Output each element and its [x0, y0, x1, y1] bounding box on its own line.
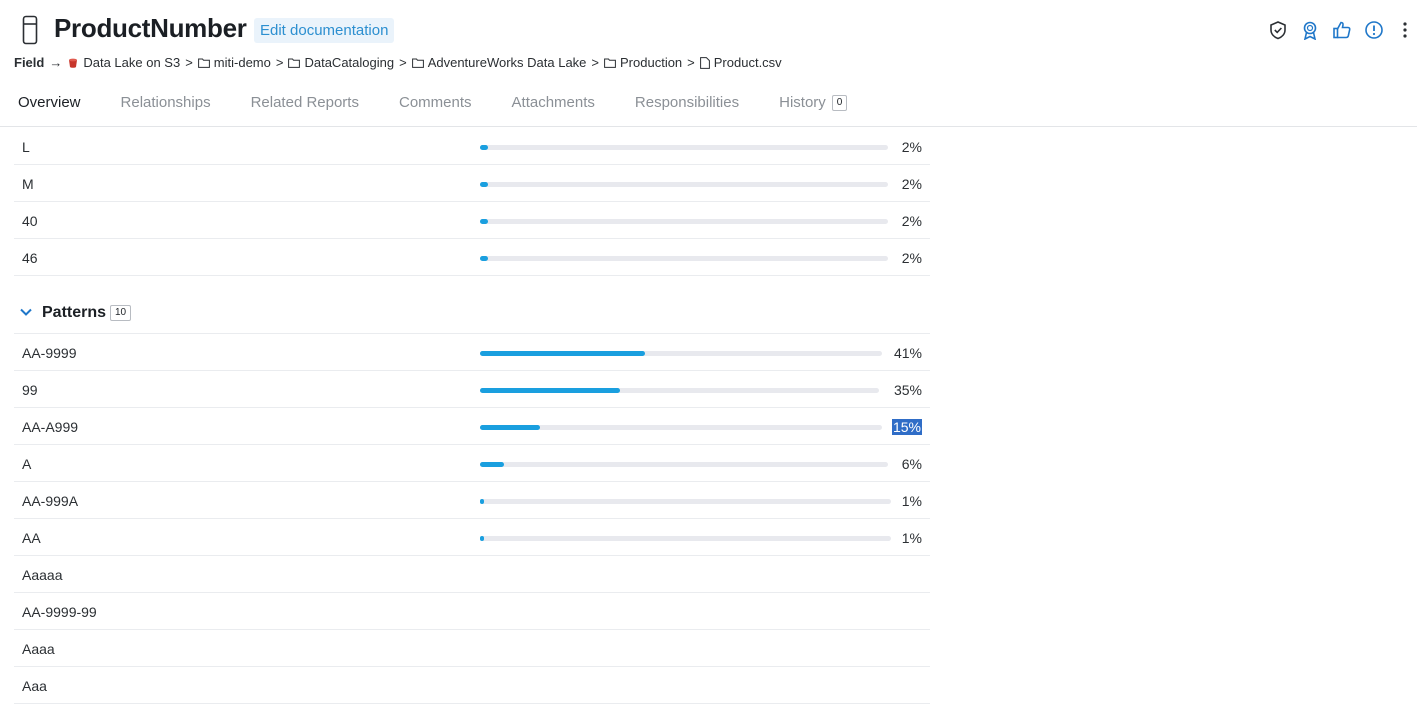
patterns-count-badge: 10 — [110, 305, 132, 321]
table-row: AA-9999-99 — [14, 593, 930, 630]
file-icon — [699, 56, 710, 69]
thumbs-up-icon[interactable] — [1332, 20, 1352, 40]
distribution-bar-fill — [480, 462, 505, 467]
distribution-bar — [480, 351, 882, 356]
patterns-section-header[interactable]: Patterns 10 — [14, 293, 930, 334]
s3-bucket-icon — [69, 58, 78, 68]
tab-history-label: History — [779, 94, 826, 111]
table-row: AA 1% — [14, 519, 930, 556]
page-header: ProductNumber Edit documentation Field — [0, 0, 1417, 127]
distribution-bar-fill — [480, 182, 489, 187]
distribution-bar-fill — [480, 425, 541, 430]
folder-icon — [197, 58, 210, 68]
list-item: L 2% — [14, 128, 930, 165]
breadcrumb-item-folder[interactable]: DataCataloging — [288, 55, 394, 70]
tab-relationships[interactable]: Relationships — [120, 94, 211, 111]
edit-documentation-button[interactable]: Edit documentation — [254, 18, 395, 43]
breadcrumb: Field → Data Lake on S3 > miti-demo > Da… — [14, 55, 782, 70]
list-item: 46 2% — [14, 239, 930, 276]
pattern-label: Aaaaa — [22, 567, 63, 583]
table-row: 99 35% — [14, 371, 930, 408]
distribution-bar-fill — [480, 388, 620, 393]
value-percentage: 2% — [901, 250, 922, 266]
chevron-down-icon[interactable] — [19, 307, 33, 317]
breadcrumb-item-folder[interactable]: Production — [604, 55, 682, 70]
field-icon — [22, 15, 38, 45]
more-options-icon[interactable] — [1398, 20, 1412, 40]
pattern-label: A — [22, 456, 32, 472]
breadcrumb-item-datasource[interactable]: Data Lake on S3 — [67, 55, 180, 70]
pattern-label: AA-A999 — [22, 419, 79, 435]
value-label: 46 — [22, 250, 38, 266]
alert-circle-icon[interactable] — [1364, 20, 1384, 40]
breadcrumb-item-folder[interactable]: AdventureWorks Data Lake — [411, 55, 586, 70]
table-row: Aaa — [14, 667, 930, 704]
distribution-bar — [480, 462, 888, 467]
pattern-label: 99 — [22, 382, 38, 398]
value-label: M — [22, 176, 34, 192]
list-item: M 2% — [14, 165, 930, 202]
distribution-bar — [480, 182, 888, 187]
distribution-bar-fill — [480, 145, 489, 150]
folder-icon — [288, 58, 301, 68]
shield-check-icon[interactable] — [1268, 20, 1288, 40]
table-row: Aaaa — [14, 630, 930, 667]
tab-bar: Overview Relationships Related Reports C… — [18, 94, 887, 111]
section-title: Patterns — [42, 304, 107, 321]
distribution-bar-fill — [480, 536, 485, 541]
pattern-percentage: 6% — [901, 456, 922, 472]
distribution-bar — [480, 388, 879, 393]
pattern-percentage: 1% — [901, 493, 922, 509]
breadcrumb-type: Field — [14, 55, 45, 70]
tab-attachments[interactable]: Attachments — [511, 94, 595, 111]
list-item: 40 2% — [14, 202, 930, 239]
pattern-percentage: 35% — [893, 382, 922, 398]
value-percentage: 2% — [901, 139, 922, 155]
pattern-label: Aaaa — [22, 641, 55, 657]
distribution-bar — [480, 425, 882, 430]
value-label: 40 — [22, 213, 38, 229]
distribution-bar — [480, 536, 891, 541]
table-row: A 6% — [14, 445, 930, 482]
table-row: AA-A999 15% — [14, 408, 930, 445]
breadcrumb-arrow: → — [49, 55, 63, 70]
table-row: AA-9999 41% — [14, 334, 930, 371]
pattern-percentage: 1% — [901, 530, 922, 546]
distribution-bar-fill — [480, 219, 489, 224]
distribution-bar-fill — [480, 351, 645, 356]
pattern-label: Aaa — [22, 678, 47, 694]
table-row: Aaaaa — [14, 556, 930, 593]
value-label: L — [22, 139, 30, 155]
breadcrumb-item-file[interactable]: Product.csv — [699, 55, 782, 70]
distribution-bar — [480, 145, 888, 150]
distribution-bar — [480, 219, 888, 224]
breadcrumb-item-folder[interactable]: miti-demo — [197, 55, 271, 70]
pattern-label: AA-9999-99 — [22, 604, 97, 620]
tab-related-reports[interactable]: Related Reports — [250, 94, 359, 111]
distribution-bar — [480, 256, 888, 261]
distribution-bar — [480, 499, 891, 504]
pattern-percentage: 41% — [893, 345, 922, 361]
tab-responsibilities[interactable]: Responsibilities — [634, 94, 740, 111]
pattern-percentage-selected: 15% — [891, 419, 922, 435]
history-count-badge: 0 — [831, 94, 848, 111]
tab-overview[interactable]: Overview — [18, 94, 81, 111]
pattern-label: AA — [22, 530, 41, 546]
folder-icon — [604, 58, 616, 68]
page-title: ProductNumber — [54, 13, 247, 43]
pattern-label: AA-999A — [22, 493, 79, 509]
value-percentage: 2% — [901, 176, 922, 192]
distribution-bar-fill — [480, 499, 485, 504]
distribution-bar-fill — [480, 256, 489, 261]
value-percentage: 2% — [901, 213, 922, 229]
tab-history[interactable]: History 0 — [779, 94, 848, 111]
header-actions — [1268, 20, 1412, 40]
folder-icon — [411, 58, 424, 68]
tab-comments[interactable]: Comments — [398, 94, 472, 111]
pattern-label: AA-9999 — [22, 345, 77, 361]
award-icon[interactable] — [1300, 20, 1320, 40]
table-row: AA-999A 1% — [14, 482, 930, 519]
